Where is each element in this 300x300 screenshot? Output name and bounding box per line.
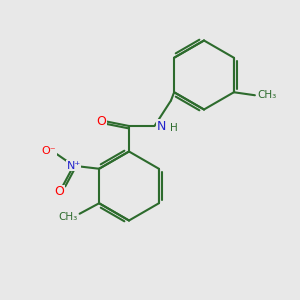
- Text: O⁻: O⁻: [41, 146, 56, 156]
- Text: N⁺: N⁺: [67, 161, 81, 171]
- Text: CH₃: CH₃: [257, 90, 277, 100]
- Text: N: N: [157, 119, 166, 133]
- Text: H: H: [170, 122, 178, 133]
- Text: CH₃: CH₃: [58, 212, 77, 222]
- Text: O: O: [55, 185, 64, 198]
- Text: O: O: [96, 115, 106, 128]
